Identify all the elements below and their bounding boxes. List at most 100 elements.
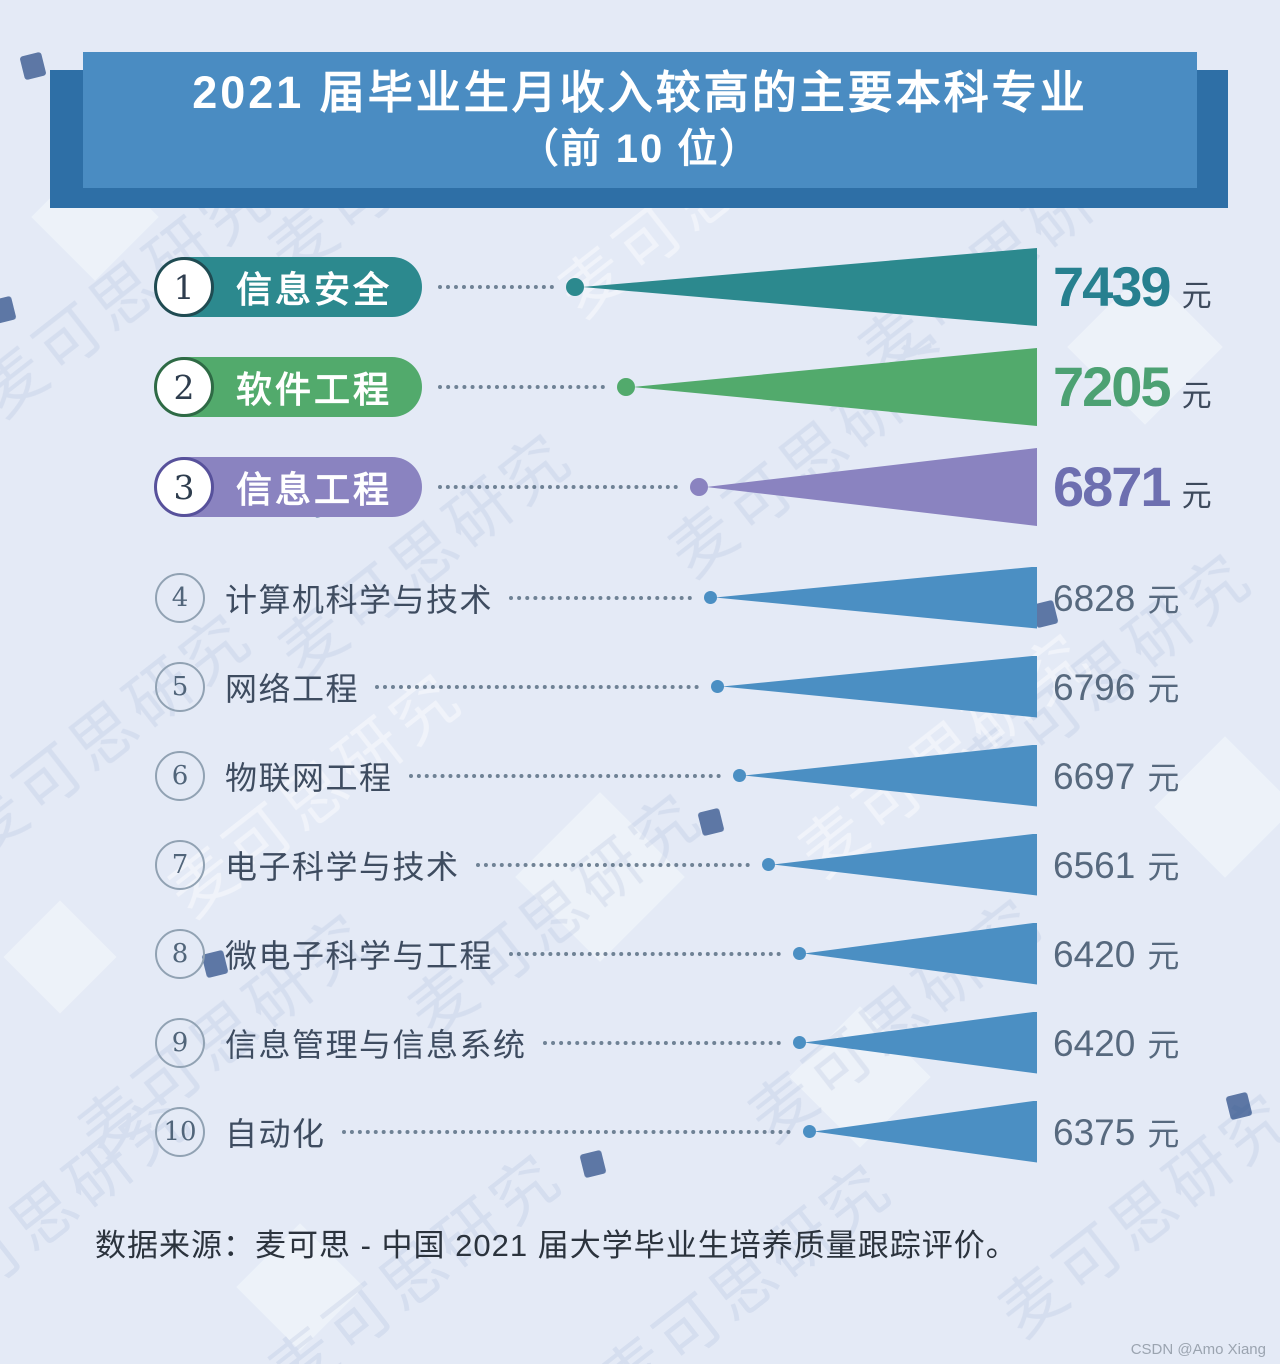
value-wedge — [744, 744, 1037, 807]
rank-badge: 8 — [155, 928, 205, 979]
leader-dotted-line — [341, 1129, 791, 1134]
chart-row: 4 计算机科学与技术 6828 元 — [155, 553, 1179, 642]
unit-label: 元 — [1147, 581, 1180, 618]
income-value: 7205 — [1053, 355, 1172, 418]
unit-label: 元 — [1147, 848, 1180, 885]
value-wedge — [773, 833, 1037, 896]
value-text: 6828 元 — [1053, 575, 1179, 621]
rank-label-group: 2 软件工程 — [154, 357, 423, 417]
value-text: 7205 元 — [1053, 359, 1212, 415]
page-title-line1: 2021 届毕业生月收入较高的主要本科专业 — [192, 67, 1088, 118]
rank-label-group: 7 电子科学与技术 — [155, 839, 460, 890]
rank-badge: 5 — [155, 661, 205, 712]
value-wedge — [582, 248, 1037, 326]
chart-row: 1 信息安全 7439 元 — [154, 237, 1212, 337]
rank-number: 5 — [171, 671, 189, 702]
chart-row: 2 软件工程 7205 元 — [154, 337, 1212, 437]
wedge-apex-dot — [733, 769, 746, 782]
leader-dotted-line — [475, 862, 750, 867]
chart-rows: 1 信息安全 7439 元 2 软件工程 7205 元 3 信息工程 — [0, 188, 1280, 1176]
income-value: 6828 — [1053, 577, 1136, 619]
chart-row: 8 微电子科学与工程 6420 元 — [155, 909, 1179, 998]
major-label: 物联网工程 — [225, 759, 393, 796]
chart-row: 10 自动化 6375 元 — [155, 1087, 1179, 1176]
unit-label: 元 — [1147, 670, 1180, 707]
page-title-line2: （前 10 位） — [518, 127, 762, 171]
income-value: 6420 — [1053, 933, 1136, 975]
rank-badge: 6 — [155, 750, 205, 801]
income-value: 6871 — [1053, 455, 1172, 518]
title-banner-face: 2021 届毕业生月收入较高的主要本科专业 （前 10 位） — [83, 52, 1197, 188]
wedge-apex-dot — [762, 858, 775, 871]
value-wedge — [722, 655, 1037, 718]
rank-number: 3 — [173, 467, 195, 507]
leader-dotted-line — [408, 773, 721, 778]
major-label: 信息工程 — [236, 469, 393, 510]
rank-number: 9 — [171, 1027, 189, 1058]
rank-label-group: 6 物联网工程 — [155, 750, 393, 801]
major-label: 信息管理与信息系统 — [225, 1026, 527, 1063]
data-source-note: 数据来源：麦可思 - 中国 2021 届大学毕业生培养质量跟踪评价。 — [95, 1228, 1018, 1263]
value-text: 6420 元 — [1053, 1020, 1179, 1066]
wedge-apex-dot — [793, 947, 806, 960]
leader-dotted-line — [509, 595, 692, 600]
unit-label: 元 — [1147, 937, 1180, 974]
rank-label-group: 9 信息管理与信息系统 — [155, 1017, 527, 1068]
income-value: 6697 — [1053, 755, 1136, 797]
rank-label-group: 1 信息安全 — [154, 257, 423, 317]
title-banner: 2021 届毕业生月收入较高的主要本科专业 （前 10 位） — [50, 52, 1228, 208]
rank-number: 2 — [173, 367, 195, 407]
wedge-apex-dot — [711, 680, 724, 693]
income-value: 6796 — [1053, 666, 1136, 708]
csdn-credit: CSDN @Amo Xiang — [1130, 1341, 1266, 1358]
wedge-apex-dot — [617, 378, 635, 396]
value-wedge — [633, 348, 1037, 426]
rank-label-group: 8 微电子科学与工程 — [155, 928, 494, 979]
major-label: 微电子科学与工程 — [225, 937, 494, 974]
chart-row: 7 电子科学与技术 6561 元 — [155, 820, 1179, 909]
rank-badge: 7 — [155, 839, 205, 890]
unit-label: 元 — [1147, 1026, 1180, 1063]
unit-label: 元 — [1181, 380, 1212, 413]
chart-row: 5 网络工程 6796 元 — [155, 642, 1179, 731]
value-text: 6561 元 — [1053, 842, 1179, 888]
rank-badge: 4 — [155, 572, 205, 623]
unit-label: 元 — [1147, 759, 1180, 796]
rank-badge: 10 — [155, 1106, 205, 1157]
major-label: 网络工程 — [225, 670, 360, 707]
major-label: 信息安全 — [236, 269, 393, 310]
value-wedge — [814, 1100, 1037, 1163]
value-text: 7439 元 — [1053, 259, 1212, 315]
major-label: 软件工程 — [236, 369, 393, 410]
income-value: 6375 — [1053, 1111, 1136, 1153]
leader-dotted-line — [509, 951, 781, 956]
rank-number: 4 — [171, 582, 189, 613]
value-text: 6697 元 — [1053, 753, 1179, 799]
rank-number: 10 — [163, 1116, 197, 1147]
value-text: 6375 元 — [1053, 1109, 1179, 1155]
income-value: 6420 — [1053, 1022, 1136, 1064]
rank-badge: 3 — [154, 457, 214, 517]
major-label: 电子科学与技术 — [225, 848, 460, 885]
wedge-apex-dot — [704, 591, 717, 604]
value-text: 6420 元 — [1053, 931, 1179, 977]
leader-dotted-line — [375, 684, 699, 689]
rank-badge: 9 — [155, 1017, 205, 1068]
rank-label-group: 4 计算机科学与技术 — [155, 572, 493, 623]
wedge-apex-dot — [566, 278, 584, 296]
rank-label-group: 5 网络工程 — [155, 661, 360, 712]
chart-row: 6 物联网工程 6697 元 — [155, 731, 1179, 820]
chart-row: 3 信息工程 6871 元 — [154, 437, 1212, 537]
wedge-apex-dot — [690, 478, 708, 496]
leader-dotted-line — [438, 385, 605, 389]
value-wedge — [804, 922, 1037, 985]
leader-dotted-line — [438, 285, 554, 289]
unit-label: 元 — [1147, 1115, 1180, 1152]
value-wedge — [706, 448, 1037, 526]
rank-number: 8 — [171, 938, 189, 969]
rank-label-group: 10 自动化 — [155, 1106, 326, 1157]
rank-number: 1 — [173, 267, 195, 307]
rank-label-group: 3 信息工程 — [154, 457, 423, 517]
rank-number: 7 — [171, 849, 189, 880]
unit-label: 元 — [1181, 480, 1212, 513]
